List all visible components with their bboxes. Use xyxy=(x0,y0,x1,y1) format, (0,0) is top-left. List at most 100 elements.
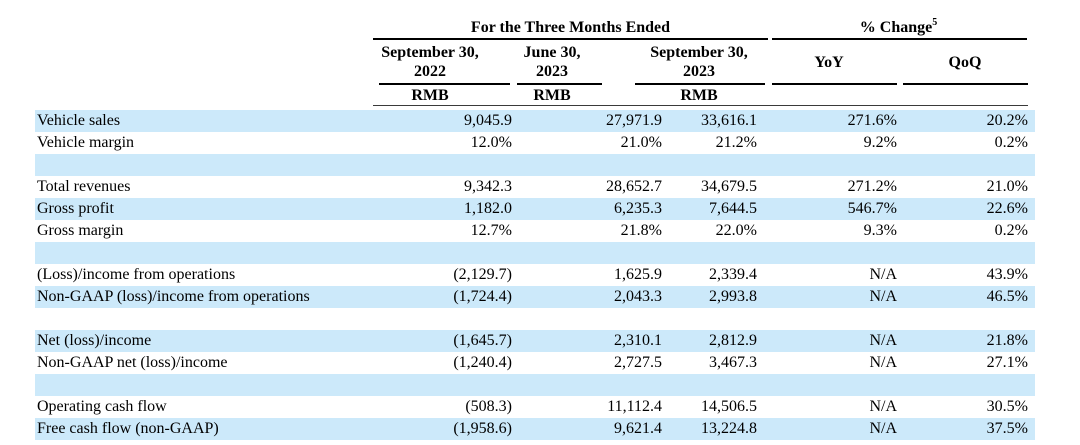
table-cell: 27.1% xyxy=(986,354,1028,371)
table-cell: 0.2% xyxy=(994,222,1028,239)
table-cell xyxy=(512,242,662,264)
spacer-row xyxy=(35,242,1035,264)
table-cell xyxy=(897,242,1035,264)
pct-change-footnote-ref: 5 xyxy=(932,16,938,28)
table-row: (Loss)/income from operations (2,129.7) 1,… xyxy=(35,264,1035,286)
table-cell: (2,129.7) xyxy=(453,266,512,283)
table-row: Net (loss)/income (1,645.7) 2,310.1 2,812.9… xyxy=(35,330,1035,352)
header-rule-col1 xyxy=(379,83,510,85)
three-months-underline xyxy=(373,38,768,40)
table-cell: 6,235.3 xyxy=(614,200,662,217)
col-header-yoy: YoY xyxy=(814,54,844,71)
table-cell: 1,182.0 xyxy=(464,200,512,217)
table-cell xyxy=(757,154,897,176)
table-cell: 46.5% xyxy=(986,288,1028,305)
table-cell xyxy=(373,242,512,264)
table-cell: 2,993.8 xyxy=(709,288,757,305)
table-cell xyxy=(512,154,662,176)
table-cell xyxy=(897,308,1035,330)
table-cell xyxy=(512,308,662,330)
table-cell xyxy=(662,154,757,176)
col-header-line1: September 30, xyxy=(381,44,479,61)
table-cell: 7,644.5 xyxy=(709,200,757,217)
table-cell: 12.7% xyxy=(470,222,512,239)
table-row: Non-GAAP (loss)/income from operations (1… xyxy=(35,286,1035,308)
col-header-qoq: QoQ xyxy=(948,54,982,71)
col-header-sep-30-2022: September 30, 2022 xyxy=(352,43,508,81)
table-cell: 2,339.4 xyxy=(709,266,757,283)
table-cell xyxy=(897,374,1035,396)
table-cell: 28,652.7 xyxy=(606,178,662,195)
table-cell: 9,621.4 xyxy=(614,420,662,437)
unit-label-rmb-col3: RMB xyxy=(680,87,718,104)
table-cell: 21.8% xyxy=(986,332,1028,349)
pct-change-underline xyxy=(772,38,1027,40)
table-cell xyxy=(757,242,897,264)
table-cell: 21.8% xyxy=(620,222,662,239)
row-label: Operating cash flow xyxy=(37,398,167,415)
table-row: Free cash flow (non-GAAP) (1,958.6) 9,621.… xyxy=(35,418,1035,440)
table-cell xyxy=(662,374,757,396)
table-cell xyxy=(373,154,512,176)
table-row: Vehicle margin 12.0% 21.0% 21.2% 9.2% 0.2% xyxy=(35,132,1035,154)
table-cell: 271.2% xyxy=(847,178,897,195)
header-rule-col3 xyxy=(635,83,765,85)
table-cell: (1,645.7) xyxy=(453,332,512,349)
table-cell: 11,112.4 xyxy=(607,398,662,415)
table-cell: N/A xyxy=(869,398,897,415)
table-cell xyxy=(757,374,897,396)
table-cell xyxy=(373,374,512,396)
table-cell: 2,043.3 xyxy=(614,288,662,305)
table-row: Gross profit 1,182.0 6,235.3 7,644.5 546.7% 2… xyxy=(35,198,1035,220)
col-header-line1: June 30, xyxy=(523,44,581,61)
col-group-three-months-label: For the Three Months Ended xyxy=(470,19,671,36)
table-cell: 1,625.9 xyxy=(614,266,662,283)
header-rule-yoy xyxy=(772,83,897,85)
table-row: Operating cash flow (508.3) 11,112.4 14,506… xyxy=(35,396,1035,418)
table-cell: 9.3% xyxy=(863,222,897,239)
row-label: Gross margin xyxy=(37,222,124,239)
row-label: Gross profit xyxy=(37,200,114,217)
table-cell xyxy=(662,308,757,330)
row-label xyxy=(35,242,373,264)
table-cell: 21.2% xyxy=(715,134,757,151)
pct-change-text: % Change xyxy=(859,19,933,36)
row-label xyxy=(35,374,373,396)
table-row: Vehicle sales 9,045.9 27,971.9 33,616.1 271.… xyxy=(35,110,1035,132)
row-label: Total revenues xyxy=(37,178,131,195)
row-label: Vehicle sales xyxy=(37,112,121,129)
table-cell: 9,045.9 xyxy=(464,112,512,129)
spacer-row xyxy=(35,374,1035,396)
header-rule-col2 xyxy=(517,83,602,85)
table-cell: (1,958.6) xyxy=(453,420,512,437)
row-label: (Loss)/income from operations xyxy=(37,266,236,283)
unit-label-rmb-col2: RMB xyxy=(533,87,571,104)
row-label xyxy=(35,308,373,330)
table-cell: 0.2% xyxy=(994,134,1028,151)
table-cell: 12.0% xyxy=(470,134,512,151)
table-cell: N/A xyxy=(869,420,897,437)
spacer-row xyxy=(35,154,1035,176)
spacer-row xyxy=(35,308,1035,330)
col-header-line2: 2023 xyxy=(536,63,568,80)
table-cell: 2,812.9 xyxy=(709,332,757,349)
table-cell: N/A xyxy=(869,332,897,349)
table-cell: 27,971.9 xyxy=(606,112,662,129)
table-cell: 33,616.1 xyxy=(701,112,757,129)
table-row: Gross margin 12.7% 21.8% 22.0% 9.3% 0.2% xyxy=(35,220,1035,242)
table-cell: 271.6% xyxy=(847,112,897,129)
row-label xyxy=(35,154,373,176)
table-cell: 37.5% xyxy=(986,420,1028,437)
table-cell: 21.0% xyxy=(620,134,662,151)
row-label: Non-GAAP (loss)/income from operations xyxy=(37,288,310,305)
table-cell: 22.0% xyxy=(715,222,757,239)
table-cell: (508.3) xyxy=(465,398,512,415)
table-body: Vehicle sales 9,045.9 27,971.9 33,616.1 271.… xyxy=(35,110,1035,440)
col-header-sep-30-2023: September 30, 2023 xyxy=(621,43,777,81)
col-header-jun-30-2023: June 30, 2023 xyxy=(482,43,622,81)
table-cell: 43.9% xyxy=(986,266,1028,283)
row-label: Net (loss)/income xyxy=(37,332,152,349)
table-cell: (1,724.4) xyxy=(453,288,512,305)
col-header-line2: 2022 xyxy=(414,63,446,80)
